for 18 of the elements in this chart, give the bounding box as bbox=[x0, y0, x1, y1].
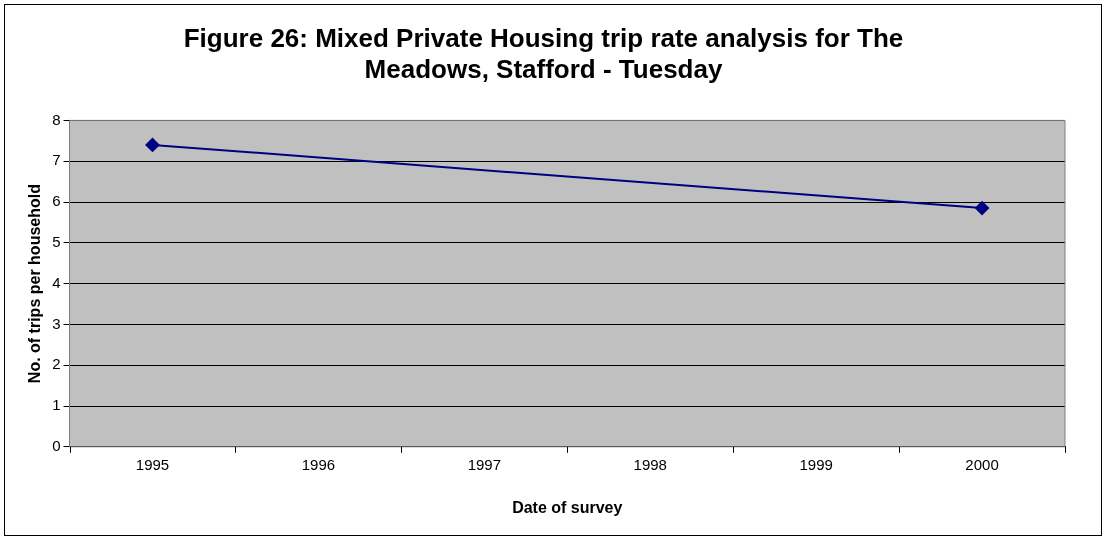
y-tick-label: 0 bbox=[52, 436, 61, 454]
y-tick-label: 5 bbox=[52, 232, 61, 250]
y-tick-label: 4 bbox=[52, 273, 61, 291]
y-tick-label: 6 bbox=[52, 192, 61, 210]
x-tick-label: 1996 bbox=[301, 455, 336, 473]
y-tick-label: 8 bbox=[52, 110, 61, 128]
x-tick-label: 1995 bbox=[135, 455, 170, 473]
y-tick-label: 2 bbox=[52, 355, 61, 373]
y-tick-label: 1 bbox=[52, 396, 61, 414]
x-tick-label: 1999 bbox=[799, 455, 833, 473]
x-tick-label: 1998 bbox=[633, 455, 667, 473]
y-tick-label: 7 bbox=[52, 151, 61, 169]
y-axis-title: No. of trips per household bbox=[26, 184, 44, 384]
x-tick-label: 1997 bbox=[467, 455, 501, 473]
x-tick-label: 2000 bbox=[965, 455, 999, 473]
chart-title: Figure 26: Mixed Private Housing trip rate analysis for The Meadows, Stafford - Tuesday bbox=[183, 22, 904, 84]
x-axis-title: Date of survey bbox=[512, 498, 623, 516]
y-tick-label: 3 bbox=[52, 314, 61, 332]
